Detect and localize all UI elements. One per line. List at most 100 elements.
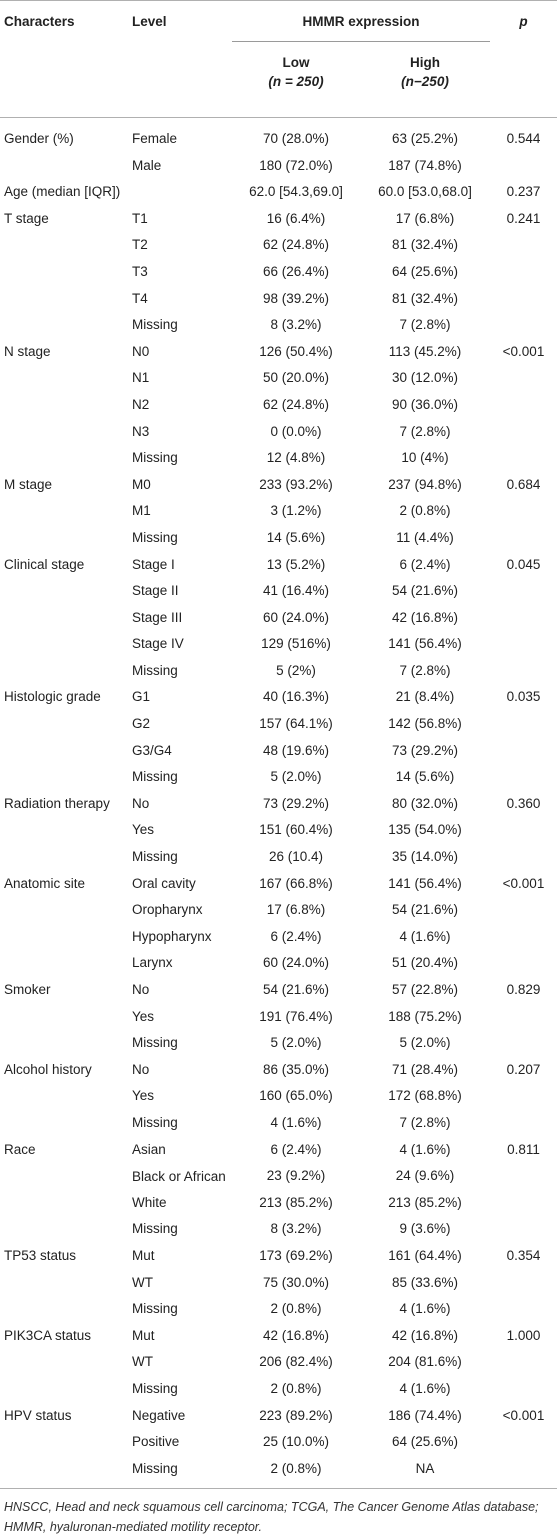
row-low-value: 180 (72.0%) <box>259 157 333 173</box>
table-row: N2 62 (24.8%) 90 (36.0%) <box>0 392 557 419</box>
table-row: Yes 191 (76.4%) 188 (75.2%) <box>0 1004 557 1031</box>
table-row: Oropharynx 17 (6.8%) 54 (21.6%) <box>0 897 557 924</box>
row-p-value: <0.001 <box>502 1407 545 1423</box>
row-p-value <box>490 711 557 738</box>
row-high-value: 161 (64.4%) <box>388 1247 462 1263</box>
table-row: Gender (%) Female 70 (28.0%) 63 (25.2%) 0.54… <box>0 118 557 153</box>
row-high-value: 85 (33.6%) <box>391 1274 459 1290</box>
row-characteristic <box>0 605 128 632</box>
row-high-value: 142 (56.8%) <box>388 716 462 732</box>
table-row: Missing 12 (4.8%) 10 (4%) <box>0 445 557 472</box>
header-blank-1 <box>0 42 128 118</box>
header-level: Level <box>132 13 167 29</box>
row-low-value: 13 (5.2%) <box>266 556 326 572</box>
row-low-value: 2 (0.8%) <box>270 1380 322 1396</box>
row-high-value: 73 (29.2%) <box>391 742 459 758</box>
row-p-value: 0.829 <box>506 982 541 997</box>
row-level: Missing <box>132 849 178 865</box>
row-level <box>128 179 232 206</box>
table-row: TP53 status Mut 173 (69.2%) 161 (64.4%) 0.35… <box>0 1243 557 1270</box>
row-high-value: 5 (2.0%) <box>399 1035 451 1051</box>
row-level: Missing <box>132 769 178 785</box>
row-level: T3 <box>132 263 148 279</box>
row-characteristic <box>0 1030 128 1057</box>
table-row: Missing 8 (3.2%) 9 (3.6%) <box>0 1216 557 1243</box>
table-row: Positive 25 (10.0%) 64 (25.6%) <box>0 1429 557 1456</box>
table-row: Race Asian 6 (2.4%) 4 (1.6%) 0.811 <box>0 1137 557 1164</box>
row-p-value <box>490 1163 557 1190</box>
table-row: T3 66 (26.4%) 64 (25.6%) <box>0 259 557 286</box>
table-row: Missing 2 (0.8%) 4 (1.6%) <box>0 1296 557 1323</box>
row-p-value <box>490 764 557 791</box>
table-row: Missing 5 (2.0%) 14 (5.6%) <box>0 764 557 791</box>
row-low-value: 0 (0.0%) <box>270 423 322 439</box>
row-characteristic <box>0 817 128 844</box>
row-level: Stage III <box>132 609 183 625</box>
row-p-value <box>490 498 557 525</box>
row-high-value: 21 (8.4%) <box>395 689 455 705</box>
row-characteristic: HPV status <box>4 1407 72 1423</box>
row-level: T2 <box>132 237 148 253</box>
row-characteristic: Race <box>4 1141 36 1157</box>
header-characters: Characters <box>4 13 75 29</box>
table-row: Missing 2 (0.8%) NA <box>0 1455 557 1490</box>
row-p-value <box>490 897 557 924</box>
row-characteristic <box>0 924 128 951</box>
row-p-value <box>490 259 557 286</box>
row-level: Missing <box>132 317 178 333</box>
row-p-value: 0.045 <box>506 556 541 572</box>
row-high-value: 81 (32.4%) <box>391 290 459 306</box>
row-level: Negative <box>132 1407 186 1423</box>
row-high-value: 141 (56.4%) <box>388 875 462 891</box>
row-p-value <box>490 950 557 977</box>
row-level: N3 <box>132 423 150 439</box>
row-p-value <box>490 605 557 632</box>
row-level: No <box>132 795 150 811</box>
row-characteristic <box>0 1004 128 1031</box>
clinical-characteristics-table: Characters Level HMMR expression p Low (… <box>0 0 557 1490</box>
row-low-value: 86 (35.0%) <box>262 1061 330 1077</box>
row-level: M1 <box>132 503 151 519</box>
table-row: N stage N0 126 (50.4%) 113 (45.2%) <0.001 <box>0 339 557 366</box>
row-p-value: 0.354 <box>506 1247 541 1263</box>
row-level: G3/G4 <box>132 742 172 758</box>
row-characteristic <box>0 419 128 446</box>
table-row: M1 3 (1.2%) 2 (0.8%) <box>0 498 557 525</box>
row-level: No <box>132 982 150 997</box>
row-characteristic: TP53 status <box>4 1247 77 1263</box>
row-high-value: 4 (1.6%) <box>399 1380 451 1396</box>
table-row: Age (median [IQR]) 62.0 [54.3,69.0] 60.0 [… <box>0 179 557 206</box>
row-low-value: 233 (93.2%) <box>259 476 333 492</box>
row-high-value: 237 (94.8%) <box>388 476 462 492</box>
row-level: Mut <box>132 1247 155 1263</box>
row-p-value: 0.035 <box>506 689 541 705</box>
row-characteristic <box>0 1455 128 1490</box>
row-high-value: 187 (74.8%) <box>388 157 462 173</box>
table-row: Clinical stage Stage I 13 (5.2%) 6 (2.4%) 0.… <box>0 552 557 579</box>
row-high-value: 63 (25.2%) <box>391 131 459 146</box>
row-p-value <box>490 924 557 951</box>
row-level: Yes <box>132 1008 155 1024</box>
table-row: Missing 26 (10.4) 35 (14.0%) <box>0 844 557 871</box>
row-characteristic <box>0 844 128 871</box>
row-low-value: 8 (3.2%) <box>270 1221 322 1237</box>
header-row-secondary: Low (n = 250) High (n−250) <box>0 41 557 118</box>
row-low-value: 151 (60.4%) <box>259 822 333 838</box>
row-high-value: 188 (75.2%) <box>388 1008 462 1024</box>
row-low-value: 173 (69.2%) <box>259 1247 333 1263</box>
row-low-value: 5 (2.0%) <box>270 1035 322 1051</box>
row-low-value: 213 (85.2%) <box>259 1194 333 1210</box>
table-row: Stage IV 129 (516%) 141 (56.4%) <box>0 631 557 658</box>
row-p-value <box>490 365 557 392</box>
row-p-value <box>490 631 557 658</box>
row-high-value: 213 (85.2%) <box>388 1194 462 1210</box>
row-level: Missing <box>132 1380 178 1396</box>
row-high-value: 135 (54.0%) <box>388 822 462 838</box>
table-row: G2 157 (64.1%) 142 (56.8%) <box>0 711 557 738</box>
row-p-value <box>490 312 557 339</box>
header-low-label: Low <box>282 55 310 70</box>
table-row: Hypopharynx 6 (2.4%) 4 (1.6%) <box>0 924 557 951</box>
row-p-value <box>490 1349 557 1376</box>
row-low-value: 126 (50.4%) <box>259 343 333 359</box>
